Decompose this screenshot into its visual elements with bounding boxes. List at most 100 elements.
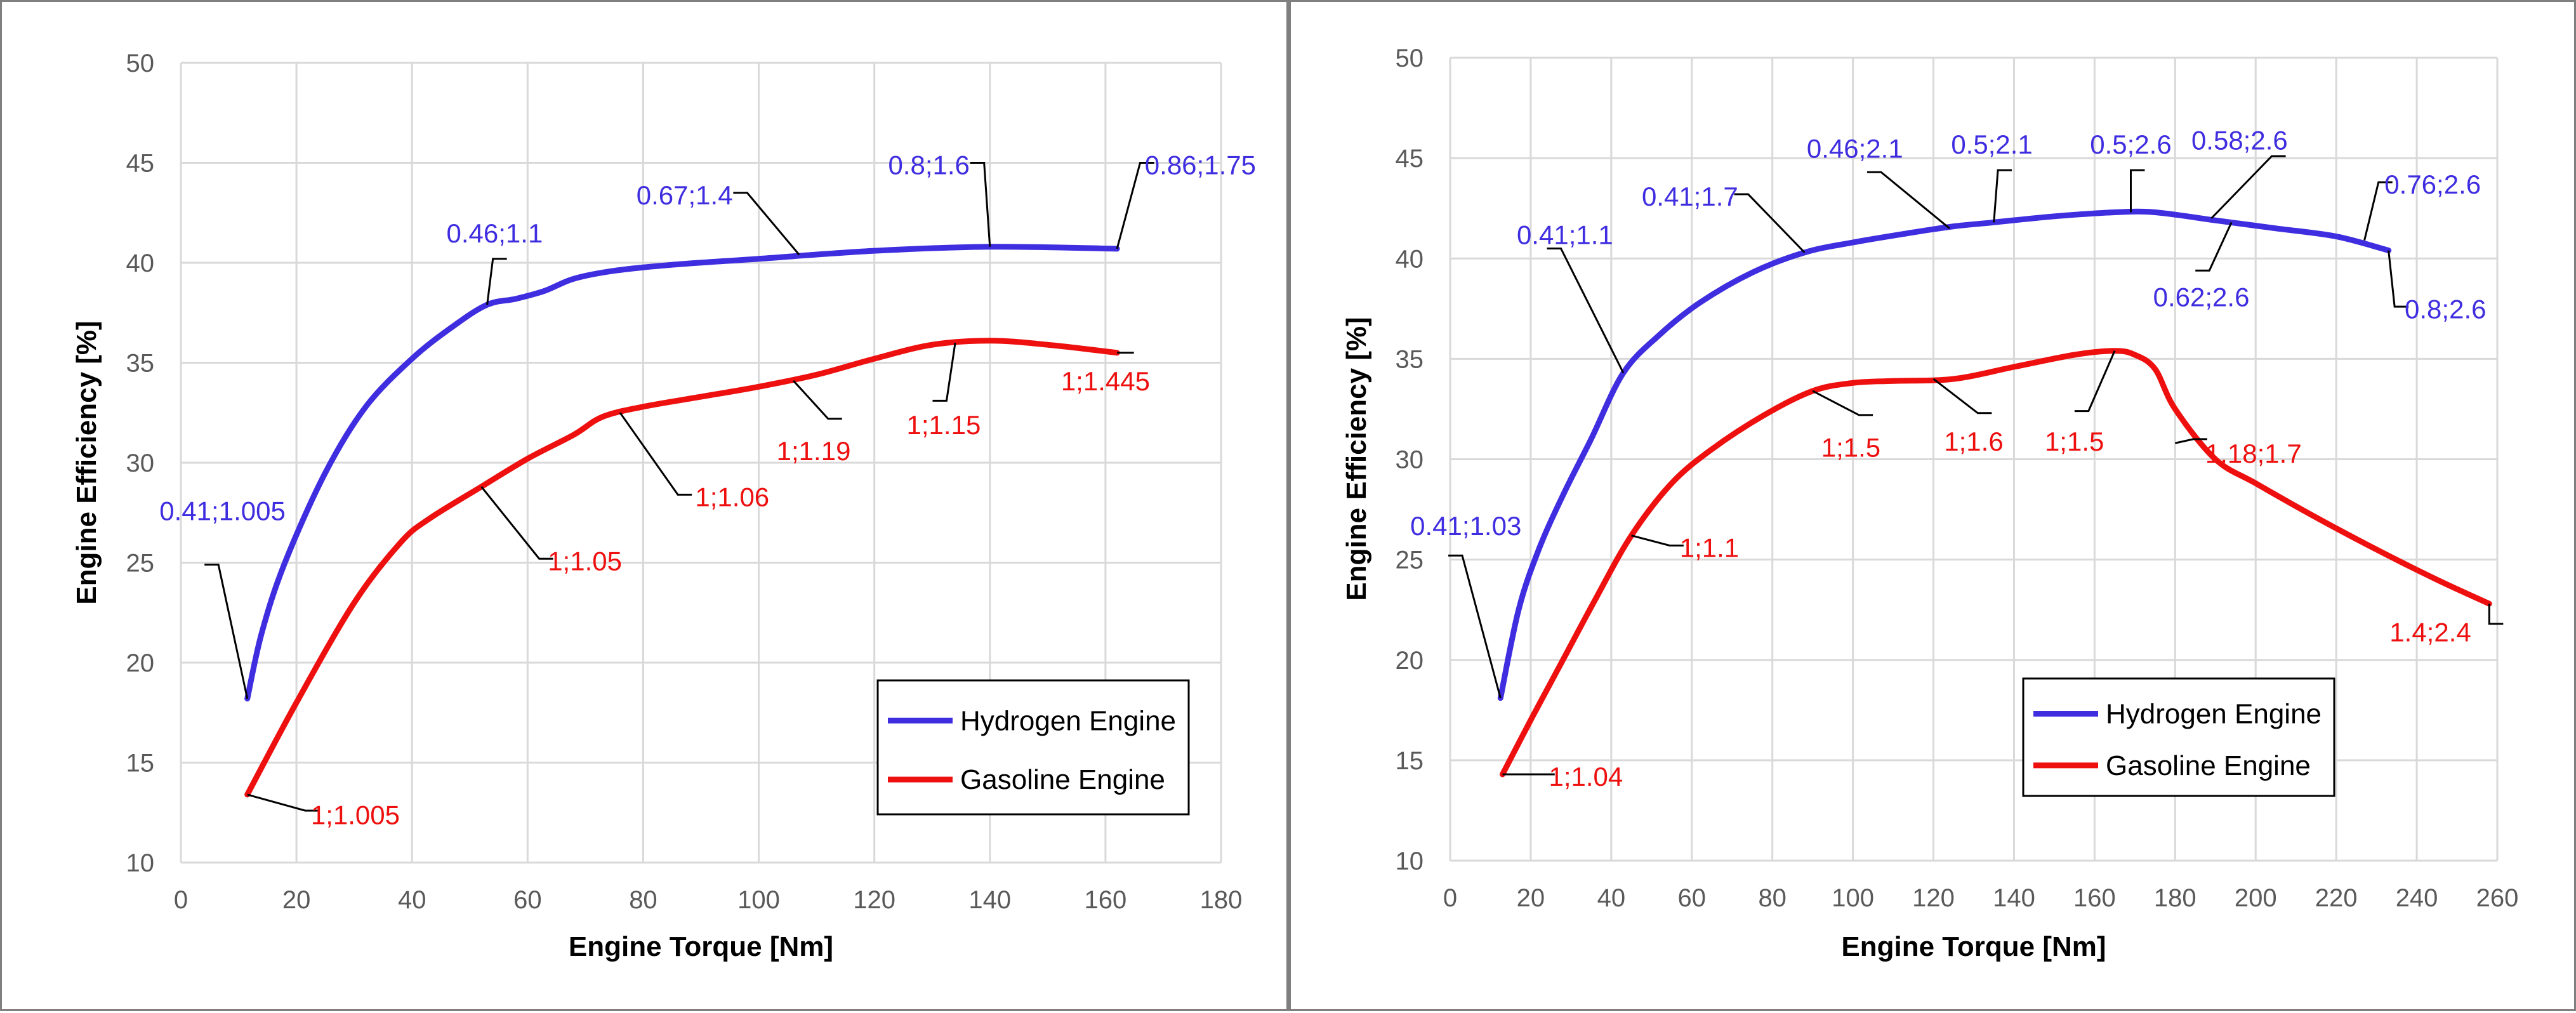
x-tick-label: 60 bbox=[513, 886, 542, 914]
leader-line bbox=[1993, 169, 2012, 223]
hydrogen-series-line bbox=[244, 244, 1120, 702]
left-efficiency-chart: 10 15 20 25 30 35 40 45 50 0 20 40 60 80 100 120 140 160 1… bbox=[71, 50, 1256, 962]
leader-line bbox=[2363, 181, 2393, 241]
y-tick-label: 35 bbox=[126, 350, 155, 378]
right-chart-panel: 10 15 20 25 30 35 40 45 50 0 20 40 60 80 100 120 140 160 1… bbox=[1288, 0, 2576, 1011]
leader-line bbox=[1116, 162, 1154, 249]
x-tick-label: 160 bbox=[2073, 884, 2116, 912]
data-label: 1;1.04 bbox=[1549, 762, 1623, 791]
data-label-callout: 0.86;1.75 bbox=[1116, 150, 1256, 249]
y-tick-label: 50 bbox=[126, 50, 155, 77]
data-label: 0.5;2.1 bbox=[1951, 129, 2032, 159]
y-tick-label: 15 bbox=[126, 750, 155, 778]
data-label: 1;1.445 bbox=[1061, 366, 1150, 396]
x-tick-label: 20 bbox=[282, 886, 311, 914]
data-label: 0.58;2.6 bbox=[2191, 126, 2288, 156]
data-label: 0.86;1.75 bbox=[1145, 150, 1256, 180]
x-tick-label: 100 bbox=[737, 886, 780, 914]
y-tick-label: 10 bbox=[1396, 847, 1424, 875]
leader-line bbox=[247, 793, 319, 812]
leader-line bbox=[486, 258, 507, 305]
x-tick-label: 240 bbox=[2396, 884, 2438, 912]
leader-line bbox=[204, 564, 249, 699]
legend-label: Hydrogen Engine bbox=[960, 705, 1176, 736]
y-tick-label: 35 bbox=[1396, 345, 1424, 373]
x-tick-label: 0 bbox=[1443, 884, 1457, 912]
x-tick-label: 0 bbox=[174, 886, 188, 914]
leader-line bbox=[1734, 193, 1806, 253]
gasoline-series-line bbox=[1500, 348, 2492, 778]
data-label-callout: 1.4;2.4 bbox=[2389, 604, 2504, 647]
gasoline-series-line bbox=[244, 338, 1120, 798]
leader-line bbox=[619, 412, 692, 496]
data-label: 1;1.6 bbox=[1944, 427, 2003, 456]
legend-box bbox=[2022, 677, 2335, 797]
y-axis-title: Engine Efficiency [%] bbox=[71, 321, 102, 604]
x-tick-label: 60 bbox=[1678, 884, 1707, 912]
leader-line bbox=[1631, 534, 1684, 546]
data-label-callout: 0.46;1.1 bbox=[447, 218, 543, 305]
data-label: 1;1.5 bbox=[2045, 427, 2104, 456]
y-tick-label: 45 bbox=[126, 150, 155, 178]
data-label-callout: 0.41;1.005 bbox=[159, 496, 286, 699]
x-tick-label: 200 bbox=[2235, 884, 2277, 912]
leader-line bbox=[1448, 554, 1502, 699]
data-label: 0.41;1.1 bbox=[1517, 220, 1613, 249]
data-label-callout: 0.41;1.03 bbox=[1410, 511, 1521, 699]
data-label: 0.46;2.1 bbox=[1807, 133, 1903, 163]
data-label-callout: 1;1.005 bbox=[247, 793, 400, 830]
legend: Hydrogen Engine Gasoline Engine bbox=[2022, 677, 2335, 797]
leader-line bbox=[1932, 378, 1992, 414]
x-tick-label: 80 bbox=[1758, 884, 1787, 912]
leader-line bbox=[970, 162, 991, 247]
data-label-callout: 1;1.445 bbox=[1061, 352, 1150, 396]
x-tick-label: 20 bbox=[1517, 884, 1545, 912]
leader-line bbox=[1867, 171, 1950, 229]
data-label-callout: 0.62;2.6 bbox=[2153, 222, 2249, 312]
y-tick-label: 10 bbox=[126, 849, 155, 877]
x-tick-label: 100 bbox=[1832, 884, 1874, 912]
data-label: 0.76;2.6 bbox=[2384, 169, 2481, 199]
data-label-callout: 1;1.06 bbox=[619, 412, 769, 512]
data-label-callout: 0.8;1.6 bbox=[888, 150, 991, 247]
y-tick-label: 50 bbox=[1396, 44, 1424, 72]
data-label-callout: 0.41;1.7 bbox=[1642, 182, 1806, 253]
data-label-callout: 0.5;2.6 bbox=[2090, 129, 2172, 213]
y-tick-label: 40 bbox=[126, 249, 155, 277]
x-tick-label: 120 bbox=[1912, 884, 1955, 912]
data-label: 0.8;2.6 bbox=[2405, 294, 2486, 324]
leader-line bbox=[793, 380, 842, 420]
x-tick-label: 260 bbox=[2476, 884, 2519, 912]
right-efficiency-chart: 10 15 20 25 30 35 40 45 50 0 20 40 60 80 100 120 140 160 1… bbox=[1341, 44, 2519, 962]
data-label: 0.5;2.6 bbox=[2090, 129, 2171, 159]
leader-line bbox=[2195, 222, 2233, 272]
data-label-callout: 1;1.04 bbox=[1502, 762, 1623, 791]
leader-line bbox=[2130, 169, 2145, 213]
leader-line bbox=[733, 192, 800, 256]
data-label: 1;1.05 bbox=[548, 546, 622, 576]
leader-line bbox=[932, 342, 956, 402]
x-tick-label: 120 bbox=[853, 886, 895, 914]
x-tick-label: 140 bbox=[968, 886, 1011, 914]
data-label: 1;1.5 bbox=[1821, 433, 1880, 463]
data-label-callout: 1.18;1.7 bbox=[2174, 438, 2302, 468]
data-label-callout: 1;1.05 bbox=[480, 486, 622, 576]
data-label: 0.46;1.1 bbox=[447, 218, 543, 248]
x-axis-title: Engine Torque [Nm] bbox=[569, 931, 833, 962]
data-label: 0.8;1.6 bbox=[888, 150, 969, 180]
data-label-callout: 1;1.6 bbox=[1932, 378, 2004, 456]
x-tick-label: 220 bbox=[2315, 884, 2358, 912]
data-label-callout: 0.67;1.4 bbox=[637, 180, 800, 256]
hydrogen-series-line bbox=[1497, 208, 2392, 701]
leader-line bbox=[2388, 250, 2409, 308]
data-label-callout: 1;1.15 bbox=[907, 342, 981, 440]
x-tick-label: 40 bbox=[1597, 884, 1626, 912]
y-axis-title: Engine Efficiency [%] bbox=[1341, 317, 1372, 600]
y-tick-label: 20 bbox=[126, 649, 155, 677]
data-label-callout: 0.46;2.1 bbox=[1807, 133, 1950, 229]
leader-line bbox=[2074, 350, 2116, 413]
y-tick-label: 30 bbox=[126, 449, 155, 477]
y-tick-label: 45 bbox=[1396, 145, 1424, 173]
data-label: 1;1.1 bbox=[1680, 533, 1739, 563]
data-label: 1.4;2.4 bbox=[2389, 617, 2471, 647]
